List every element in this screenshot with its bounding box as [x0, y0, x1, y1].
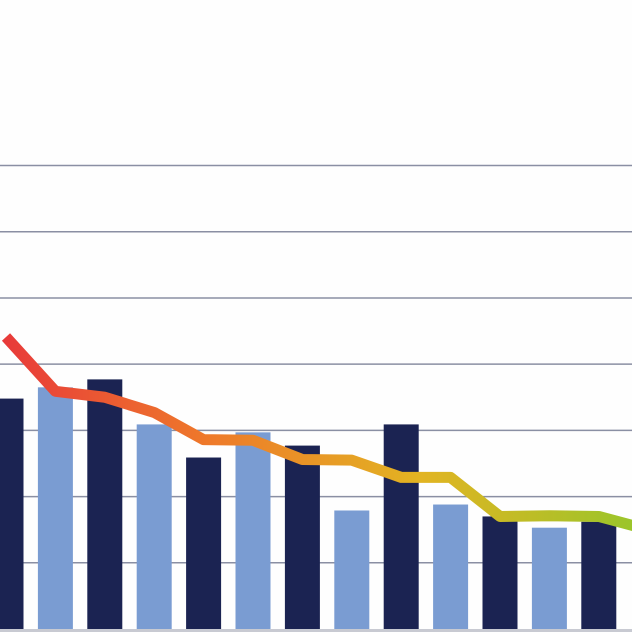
bar	[37, 387, 73, 629]
bar	[186, 457, 222, 629]
bar	[0, 398, 24, 629]
bar	[334, 510, 370, 629]
bar	[433, 504, 469, 629]
bar	[581, 521, 617, 629]
bar	[531, 527, 567, 629]
bar	[482, 516, 518, 629]
bar	[136, 424, 172, 629]
baseline	[0, 629, 632, 632]
bar	[383, 424, 419, 629]
bar	[284, 445, 320, 629]
bar	[87, 379, 123, 629]
trend-line	[1, 333, 632, 532]
bar	[235, 432, 271, 629]
